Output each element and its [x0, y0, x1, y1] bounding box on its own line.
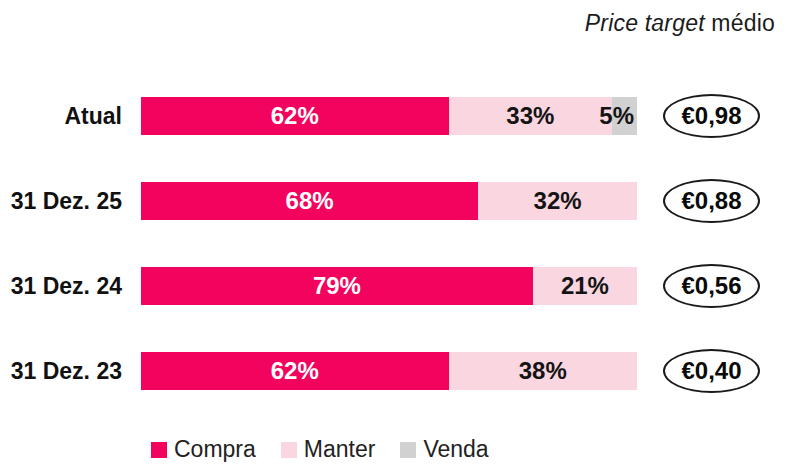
segment-value-label: 21%: [561, 272, 609, 300]
legend-item-compra: Compra: [151, 436, 256, 463]
price-target-value: €0,40: [681, 357, 741, 385]
row-label: 31 Dez. 23: [0, 352, 122, 390]
segment-value-label: 79%: [313, 272, 361, 300]
legend: Compra Manter Venda: [151, 436, 489, 463]
legend-swatch-venda-icon: [400, 442, 416, 458]
price-target-oval: €0,56: [663, 264, 760, 308]
price-target-value: €0,88: [681, 187, 741, 215]
price-target-title: Price target médio: [585, 10, 775, 37]
bar-segment-venda: 5%: [612, 97, 637, 135]
price-target-title-regular: médio: [705, 10, 775, 36]
bar-segment-compra: 62%: [141, 352, 449, 390]
legend-swatch-compra-icon: [151, 442, 167, 458]
bar-segment-manter: 33%: [449, 97, 613, 135]
row-label: 31 Dez. 24: [0, 267, 122, 305]
bar-segment-compra: 62%: [141, 97, 449, 135]
bar-segment-compra: 68%: [141, 182, 478, 220]
legend-item-manter: Manter: [281, 436, 376, 463]
segment-value-label: 68%: [286, 187, 334, 215]
bar-segment-manter: 32%: [478, 182, 637, 220]
row-label: 31 Dez. 25: [0, 182, 122, 220]
price-target-oval: €0,88: [663, 179, 760, 223]
ratings-stacked-bar-chart: Price target médio Atual 62% 33% 5% €0,9…: [0, 0, 799, 471]
row-label: Atual: [0, 97, 122, 135]
stacked-bar: 62% 33% 5%: [141, 97, 637, 135]
legend-label: Compra: [174, 436, 256, 463]
legend-swatch-manter-icon: [281, 442, 297, 458]
price-target-value: €0,98: [681, 102, 741, 130]
segment-value-label: 5%: [599, 102, 634, 130]
bar-row-31-dez-23: 31 Dez. 23 62% 38% €0,40: [0, 352, 799, 390]
segment-value-label: 62%: [271, 357, 319, 385]
bar-row-atual: Atual 62% 33% 5% €0,98: [0, 97, 799, 135]
stacked-bar: 68% 32%: [141, 182, 637, 220]
legend-label: Manter: [304, 436, 376, 463]
bar-segment-manter: 21%: [533, 267, 637, 305]
segment-value-label: 62%: [271, 102, 319, 130]
bar-segment-manter: 38%: [449, 352, 637, 390]
stacked-bar: 79% 21%: [141, 267, 637, 305]
bar-row-31-dez-24: 31 Dez. 24 79% 21% €0,56: [0, 267, 799, 305]
price-target-value: €0,56: [681, 272, 741, 300]
price-target-oval: €0,98: [663, 94, 760, 138]
bar-segment-compra: 79%: [141, 267, 533, 305]
legend-label: Venda: [423, 436, 488, 463]
bar-row-31-dez-25: 31 Dez. 25 68% 32% €0,88: [0, 182, 799, 220]
price-target-oval: €0,40: [663, 349, 760, 393]
segment-value-label: 38%: [519, 357, 567, 385]
price-target-title-italic: Price target: [585, 10, 705, 36]
segment-value-label: 33%: [506, 102, 554, 130]
stacked-bar: 62% 38%: [141, 352, 637, 390]
segment-value-label: 32%: [534, 187, 582, 215]
legend-item-venda: Venda: [400, 436, 488, 463]
